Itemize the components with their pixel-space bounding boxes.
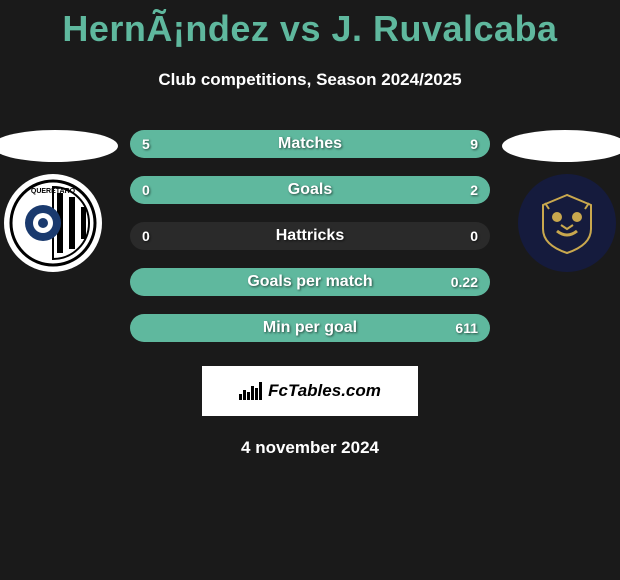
stat-label: Matches	[278, 135, 342, 153]
queretaro-badge-icon: QUERETARO	[9, 179, 97, 267]
stat-row-min-per-goal: Min per goal 611	[130, 314, 490, 342]
date-text: 4 november 2024	[0, 438, 620, 458]
stat-right-value: 2	[470, 182, 478, 198]
stat-right-value: 0	[470, 228, 478, 244]
stat-right-value: 0.22	[451, 274, 478, 290]
pumas-badge-icon	[531, 187, 603, 259]
stat-row-matches: 5 Matches 9	[130, 130, 490, 158]
stat-label: Goals	[288, 181, 332, 199]
stat-row-goals: 0 Goals 2	[130, 176, 490, 204]
branding-box: FcTables.com	[202, 366, 418, 416]
branding-text: FcTables.com	[268, 381, 381, 401]
stat-left-value: 0	[142, 182, 150, 198]
left-ellipse-shape	[0, 130, 118, 162]
left-team-badge: QUERETARO	[4, 174, 102, 272]
stat-label: Hattricks	[276, 227, 344, 245]
svg-text:QUERETARO: QUERETARO	[31, 188, 76, 195]
stat-right-value: 9	[470, 136, 478, 152]
right-team-area	[502, 130, 620, 272]
stat-row-goals-per-match: Goals per match 0.22	[130, 268, 490, 296]
stat-left-value: 0	[142, 228, 150, 244]
stat-left-value: 5	[142, 136, 150, 152]
subtitle: Club competitions, Season 2024/2025	[0, 70, 620, 90]
right-team-badge	[518, 174, 616, 272]
chart-icon	[239, 382, 262, 400]
stat-label: Min per goal	[263, 319, 357, 337]
right-ellipse-shape	[502, 130, 620, 162]
stat-right-value: 611	[455, 320, 478, 336]
stats-container: 5 Matches 9 0 Goals 2 0 Hattricks 0 Goal…	[130, 130, 490, 342]
left-team-area: QUERETARO	[0, 130, 118, 272]
stat-label: Goals per match	[247, 273, 372, 291]
stat-row-hattricks: 0 Hattricks 0	[130, 222, 490, 250]
content-area: QUERETARO 5 Matches 9 0	[0, 130, 620, 458]
page-title: HernÃ¡ndez vs J. Ruvalcaba	[0, 0, 620, 50]
